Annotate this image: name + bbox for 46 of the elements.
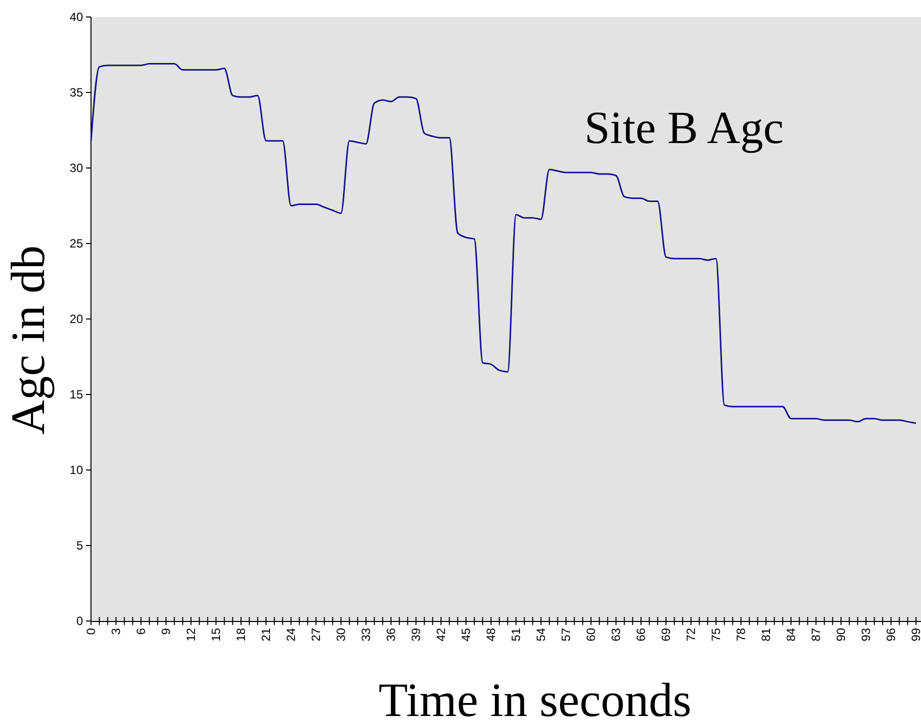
y-tick-label: 30	[70, 160, 84, 175]
y-tick-label: 10	[70, 462, 84, 477]
x-tick-label: 48	[484, 628, 498, 642]
x-tick-label: 75	[709, 628, 724, 642]
x-tick-label: 78	[734, 628, 748, 642]
x-tick-label: 30	[334, 628, 348, 642]
line-series	[90, 63, 917, 424]
x-tick-label: 84	[784, 628, 798, 642]
y-axis-title: Agc in db	[2, 245, 55, 435]
x-tick-label: 12	[184, 628, 198, 642]
x-tick-label: 96	[884, 628, 898, 642]
x-tick-label: 57	[559, 628, 574, 642]
x-tick-label: 3	[109, 628, 124, 635]
x-tick-label: 90	[834, 628, 848, 642]
x-tick-label: 72	[684, 628, 698, 642]
x-tick-label: 24	[284, 628, 298, 642]
x-tick-label: 33	[359, 628, 374, 642]
x-tick-label: 36	[384, 628, 398, 642]
x-tick-label: 51	[509, 628, 524, 642]
x-axis-title: Time in seconds	[378, 674, 692, 726]
y-tick-label: 40	[70, 10, 84, 24]
x-tick-label: 39	[409, 628, 424, 642]
x-tick-label: 18	[234, 628, 248, 642]
x-tick-label: 99	[909, 628, 921, 642]
x-tick-label: 66	[634, 628, 648, 642]
x-tick-label: 69	[659, 628, 674, 642]
x-tick-label: 15	[209, 628, 224, 642]
text: Site B Agc	[584, 102, 784, 153]
x-tick-label: 42	[434, 628, 448, 642]
x-tick-label: 81	[759, 628, 774, 642]
x-tick-label: 54	[534, 628, 548, 642]
y-tick-label: 20	[70, 312, 84, 326]
x-tick-label: 45	[459, 628, 474, 642]
x-tick-label: 9	[159, 628, 174, 635]
y-tick-label: 35	[70, 85, 84, 100]
x-tick-label: 87	[809, 628, 824, 642]
y-tick-label: 15	[70, 387, 84, 402]
x-tick-label: 63	[609, 628, 624, 642]
y-tick-label: 5	[76, 538, 84, 552]
x-tick-label: 60	[584, 628, 598, 642]
x-tick-label: 21	[259, 628, 274, 642]
x-tick-label: 0	[84, 628, 98, 635]
y-tick-label: 25	[70, 236, 84, 250]
x-tick-label: 6	[134, 628, 148, 635]
x-tick-label: 27	[309, 628, 324, 642]
x-tick-label: 93	[859, 628, 874, 642]
